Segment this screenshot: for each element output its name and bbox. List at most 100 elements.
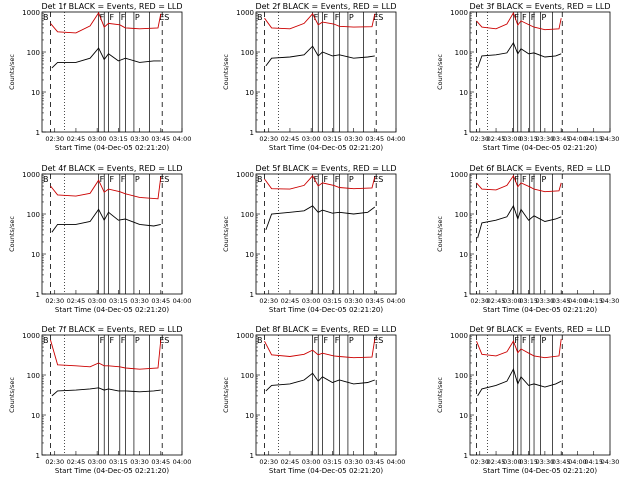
y-axis-label: Counts/sec: [8, 216, 16, 252]
start-marker-label: B: [257, 175, 263, 184]
y-tick-label: 100: [241, 372, 254, 380]
start-marker-label: B: [257, 13, 263, 22]
y-axis-label: Counts/sec: [222, 54, 230, 90]
y-tick-label: 10: [245, 251, 254, 259]
y-tick-label: 1000: [450, 171, 468, 179]
flag-label: F: [314, 13, 319, 22]
x-tick-label: 03:00: [503, 458, 522, 466]
y-tick-label: 10: [245, 89, 254, 97]
panel-title: Det 4f BLACK = Events, RED = LLD: [41, 164, 182, 173]
y-tick-label: 10: [245, 412, 254, 420]
flag-label: F: [100, 336, 105, 345]
y-tick-label: 1000: [450, 9, 468, 17]
flag-label: F: [514, 13, 519, 22]
plot-frame: [41, 11, 183, 133]
x-tick-label: 02:45: [67, 297, 86, 305]
y-tick-label: 100: [455, 211, 468, 219]
x-tick-label: 04:30: [601, 458, 620, 466]
events-series-line: [51, 208, 161, 233]
x-tick-label: 02:45: [67, 458, 86, 466]
y-tick-label: 10: [459, 89, 468, 97]
x-tick-label: 02:30: [470, 458, 489, 466]
x-tick-label: 04:00: [568, 458, 587, 466]
flag-label: F: [522, 175, 527, 184]
y-tick-label: 100: [241, 49, 254, 57]
x-tick-label: 03:45: [151, 458, 170, 466]
y-tick-label: 1: [36, 452, 40, 460]
flag-label: F: [323, 13, 328, 22]
x-tick-label: 03:30: [344, 458, 363, 466]
x-tick-label: 03:00: [302, 297, 321, 305]
end-marker-label: ES: [159, 336, 169, 345]
lld-series-line: [50, 11, 162, 34]
y-tick-label: 1: [36, 129, 40, 137]
x-axis-label: Start Time (04-Dec-05 02:21:20): [269, 467, 383, 475]
lld-series-line: [476, 338, 562, 359]
x-tick-label: 03:00: [88, 297, 107, 305]
x-tick-label: 04:15: [584, 135, 603, 143]
x-tick-label: 03:30: [130, 297, 149, 305]
plot-frame: [469, 334, 611, 456]
y-tick-label: 1000: [236, 332, 254, 340]
y-tick-label: 1: [36, 291, 40, 299]
x-tick-label: 03:45: [365, 135, 384, 143]
x-tick-label: 02:45: [487, 297, 506, 305]
flag-label: F: [522, 13, 527, 22]
y-tick-label: 1000: [22, 171, 40, 179]
y-axis-label: Counts/sec: [222, 377, 230, 413]
x-tick-label: 03:15: [109, 135, 128, 143]
panel-title: Det 6f BLACK = Events, RED = LLD: [469, 164, 610, 173]
x-tick-label: 04:30: [601, 135, 620, 143]
flag-label: F: [314, 336, 319, 345]
plot-frame: [255, 334, 397, 456]
x-tick-label: 03:45: [151, 297, 170, 305]
detector-panel: Det 7f BLACK = Events, RED = LLD 1 10 100 10…: [8, 325, 191, 475]
flag-label: F: [109, 13, 114, 22]
x-tick-label: 02:45: [67, 135, 86, 143]
flag-label: F: [109, 336, 114, 345]
flag-label: P: [135, 175, 140, 184]
x-tick-label: 03:15: [323, 297, 342, 305]
events-series-line: [265, 45, 375, 67]
events-series-line: [51, 47, 161, 69]
y-tick-label: 1: [464, 129, 468, 137]
flag-label: F: [522, 336, 527, 345]
x-tick-label: 04:00: [173, 297, 192, 305]
flag-label: F: [323, 336, 328, 345]
y-tick-label: 10: [31, 89, 40, 97]
y-tick-label: 100: [27, 49, 40, 57]
x-tick-label: 03:45: [365, 458, 384, 466]
x-tick-label: 02:30: [45, 297, 64, 305]
plot-frame: [41, 334, 183, 456]
x-axis-label: Start Time (04-Dec-05 02:21:20): [483, 306, 597, 314]
x-tick-label: 03:30: [130, 135, 149, 143]
x-tick-label: 03:15: [109, 297, 128, 305]
x-tick-label: 03:15: [519, 297, 538, 305]
x-tick-label: 03:00: [88, 458, 107, 466]
flag-label: P: [542, 336, 547, 345]
y-tick-label: 1000: [236, 9, 254, 17]
end-marker-label: ES: [373, 336, 383, 345]
flag-label: F: [109, 175, 114, 184]
detector-panel: Det 4f BLACK = Events, RED = LLD 1 10 100 10…: [8, 164, 191, 314]
flag-label: F: [121, 175, 126, 184]
flag-label: F: [335, 175, 340, 184]
x-tick-label: 04:00: [387, 458, 406, 466]
x-tick-label: 03:15: [109, 458, 128, 466]
flag-label: F: [314, 175, 319, 184]
y-tick-label: 10: [459, 412, 468, 420]
x-tick-label: 03:45: [365, 297, 384, 305]
flag-label: P: [135, 336, 140, 345]
flag-label: F: [100, 13, 105, 22]
y-tick-label: 10: [31, 251, 40, 259]
panel-title: Det 2f BLACK = Events, RED = LLD: [255, 2, 396, 11]
plot-frame: [255, 11, 397, 133]
events-series-line: [265, 372, 375, 392]
lld-series-line: [50, 339, 162, 370]
y-tick-label: 10: [31, 412, 40, 420]
x-tick-label: 03:30: [536, 458, 555, 466]
x-axis-label: Start Time (04-Dec-05 02:21:20): [269, 306, 383, 314]
end-marker-label: ES: [373, 13, 383, 22]
start-marker-label: B: [43, 13, 49, 22]
